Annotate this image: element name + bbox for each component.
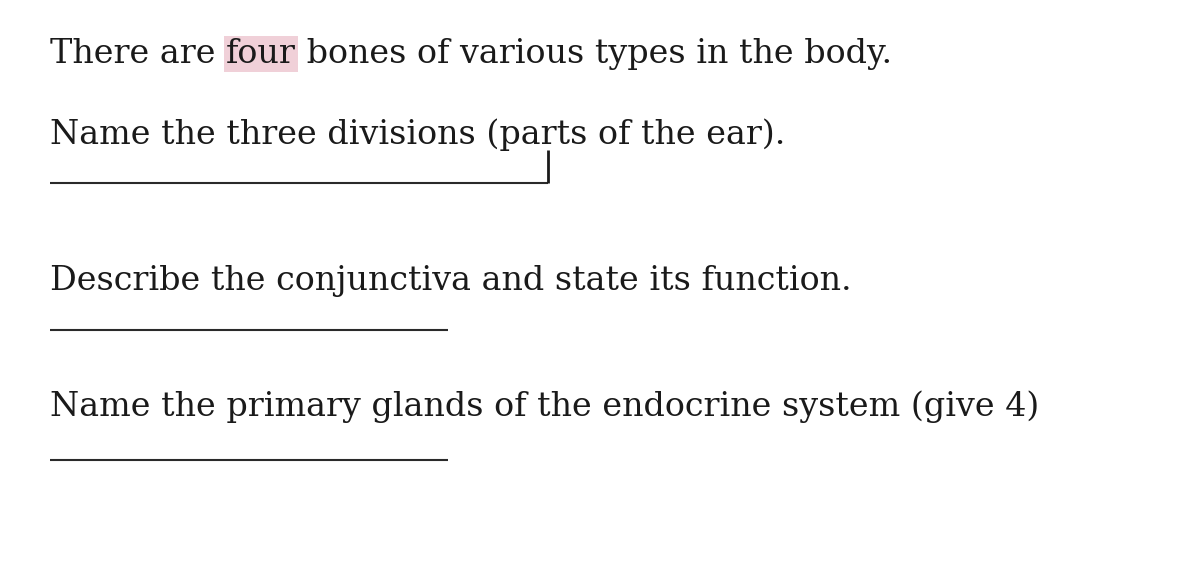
Text: There are: There are xyxy=(50,38,226,70)
Text: Name the three divisions (parts of the ear).: Name the three divisions (parts of the e… xyxy=(50,118,785,151)
Text: Describe the conjunctiva and state its function.: Describe the conjunctiva and state its f… xyxy=(50,265,852,297)
Text: bones of various types in the body.: bones of various types in the body. xyxy=(296,38,892,70)
Text: four: four xyxy=(226,38,296,70)
Text: Name the primary glands of the endocrine system (give 4): Name the primary glands of the endocrine… xyxy=(50,390,1039,423)
